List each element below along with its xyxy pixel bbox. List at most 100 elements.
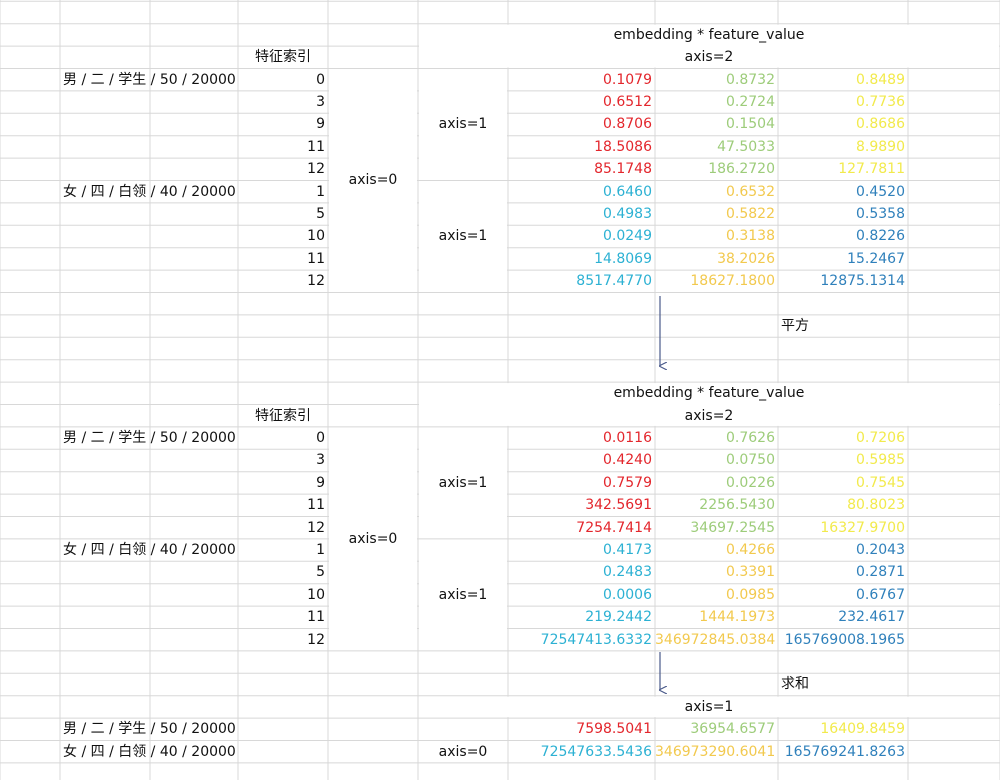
feature-index: 3 — [316, 93, 325, 110]
value-cell: 12875.1314 — [820, 273, 905, 290]
feature-index: 11 — [307, 609, 325, 626]
value-cell: 0.5985 — [856, 452, 905, 469]
value-cell: 219.2442 — [585, 609, 652, 626]
feature-index: 0 — [316, 71, 325, 88]
feature-index: 0 — [316, 429, 325, 446]
value-cell: 0.1079 — [603, 71, 652, 88]
row-label: 男 / 二 / 学生 / 50 / 20000 — [63, 429, 236, 446]
section-title: embedding * feature_value — [613, 385, 805, 402]
value-cell: 0.0750 — [726, 452, 775, 469]
value-cell: 34697.2545 — [690, 519, 775, 536]
value-cell: 16327.9700 — [820, 519, 905, 536]
value-cell: 80.8023 — [847, 497, 905, 514]
row-label: 女 / 四 / 白领 / 40 / 20000 — [63, 183, 236, 200]
value-cell: 1444.1973 — [699, 609, 775, 626]
feature-index: 12 — [307, 273, 325, 290]
value-cell: 14.8069 — [594, 250, 652, 267]
value-cell: 0.4266 — [726, 541, 775, 558]
value-cell: 342.5691 — [585, 497, 652, 514]
merged-cell — [419, 24, 999, 68]
merged-cell — [419, 427, 507, 538]
value-cell: 0.8706 — [603, 116, 652, 133]
value-cell: 0.8732 — [726, 71, 775, 88]
value-cell: 0.0226 — [726, 474, 775, 491]
value-cell: 0.5358 — [856, 205, 905, 222]
feature-index: 5 — [316, 564, 325, 581]
value-cell: 0.8226 — [856, 228, 905, 245]
value-cell: 0.8489 — [856, 71, 905, 88]
value-cell: 0.4983 — [603, 205, 652, 222]
value-cell: 0.7579 — [603, 474, 652, 491]
merged-cell — [419, 539, 507, 650]
value-cell: 0.7545 — [856, 474, 905, 491]
axis-label: axis=2 — [684, 407, 734, 424]
value-cell: 0.4240 — [603, 452, 652, 469]
axis-label: axis=1 — [438, 228, 488, 245]
feature-index: 11 — [307, 497, 325, 514]
value-cell: 38.2026 — [717, 250, 775, 267]
step-label: 平方 — [781, 317, 809, 334]
value-cell: 0.2043 — [856, 541, 905, 558]
value-cell: 36954.6577 — [690, 721, 775, 738]
value-cell: 18627.1800 — [690, 273, 775, 290]
merged-cell — [419, 383, 999, 426]
feature-index: 12 — [307, 519, 325, 536]
value-cell: 0.7736 — [856, 93, 905, 110]
feature-index: 11 — [307, 250, 325, 267]
step-label: 求和 — [781, 676, 809, 693]
value-cell: 2256.5430 — [699, 497, 775, 514]
axis-label: axis=0 — [348, 172, 398, 189]
value-cell: 15.2467 — [847, 250, 905, 267]
value-cell: 232.4617 — [838, 609, 905, 626]
value-cell: 0.0006 — [603, 586, 652, 603]
merged-cell — [329, 69, 417, 292]
value-cell: 72547633.5436 — [540, 743, 652, 760]
value-cell: 0.2724 — [726, 93, 775, 110]
axis-label: axis=0 — [438, 743, 488, 760]
value-cell: 7598.5041 — [576, 721, 652, 738]
value-cell: 0.6532 — [726, 183, 775, 200]
feature-index: 10 — [307, 586, 325, 603]
axis-label: axis=1 — [684, 698, 734, 715]
value-cell: 8.9890 — [856, 138, 905, 155]
index-header: 特征索引 — [255, 407, 311, 424]
feature-index: 9 — [316, 474, 325, 491]
axis-label: axis=0 — [348, 530, 398, 547]
row-label: 女 / 四 / 白领 / 40 / 20000 — [63, 541, 236, 558]
feature-index: 1 — [316, 183, 325, 200]
value-cell: 0.0116 — [603, 429, 652, 446]
value-cell: 346972845.0384 — [655, 631, 776, 648]
feature-index: 9 — [316, 116, 325, 133]
value-cell: 0.3391 — [726, 564, 775, 581]
value-cell: 165769008.1965 — [784, 631, 905, 648]
feature-index: 11 — [307, 138, 325, 155]
value-cell: 7254.7414 — [576, 519, 652, 536]
value-cell: 0.7206 — [856, 429, 905, 446]
value-cell: 0.5822 — [726, 205, 775, 222]
axis-label: axis=2 — [684, 49, 734, 66]
merged-cell — [419, 69, 507, 180]
value-cell: 0.6512 — [603, 93, 652, 110]
value-cell: 0.4520 — [856, 183, 905, 200]
value-cell: 0.1504 — [726, 116, 775, 133]
value-cell: 0.6460 — [603, 183, 652, 200]
value-cell: 0.0249 — [603, 228, 652, 245]
axis-label: axis=1 — [438, 116, 488, 133]
value-cell: 16409.8459 — [820, 721, 905, 738]
value-cell: 18.5086 — [594, 138, 652, 155]
feature-index: 1 — [316, 541, 325, 558]
feature-index: 12 — [307, 631, 325, 648]
value-cell: 346973290.6041 — [655, 743, 776, 760]
value-cell: 47.5033 — [717, 138, 775, 155]
row-label: 男 / 二 / 学生 / 50 / 20000 — [63, 721, 236, 738]
value-cell: 0.3138 — [726, 228, 775, 245]
value-cell: 0.4173 — [603, 541, 652, 558]
value-cell: 0.2871 — [856, 564, 905, 581]
axis-label: axis=1 — [438, 474, 488, 491]
value-cell: 0.2483 — [603, 564, 652, 581]
value-cell: 186.2720 — [708, 161, 775, 178]
row-label: 男 / 二 / 学生 / 50 / 20000 — [63, 71, 236, 88]
feature-index: 12 — [307, 161, 325, 178]
index-header: 特征索引 — [255, 49, 311, 66]
value-cell: 0.7626 — [726, 429, 775, 446]
